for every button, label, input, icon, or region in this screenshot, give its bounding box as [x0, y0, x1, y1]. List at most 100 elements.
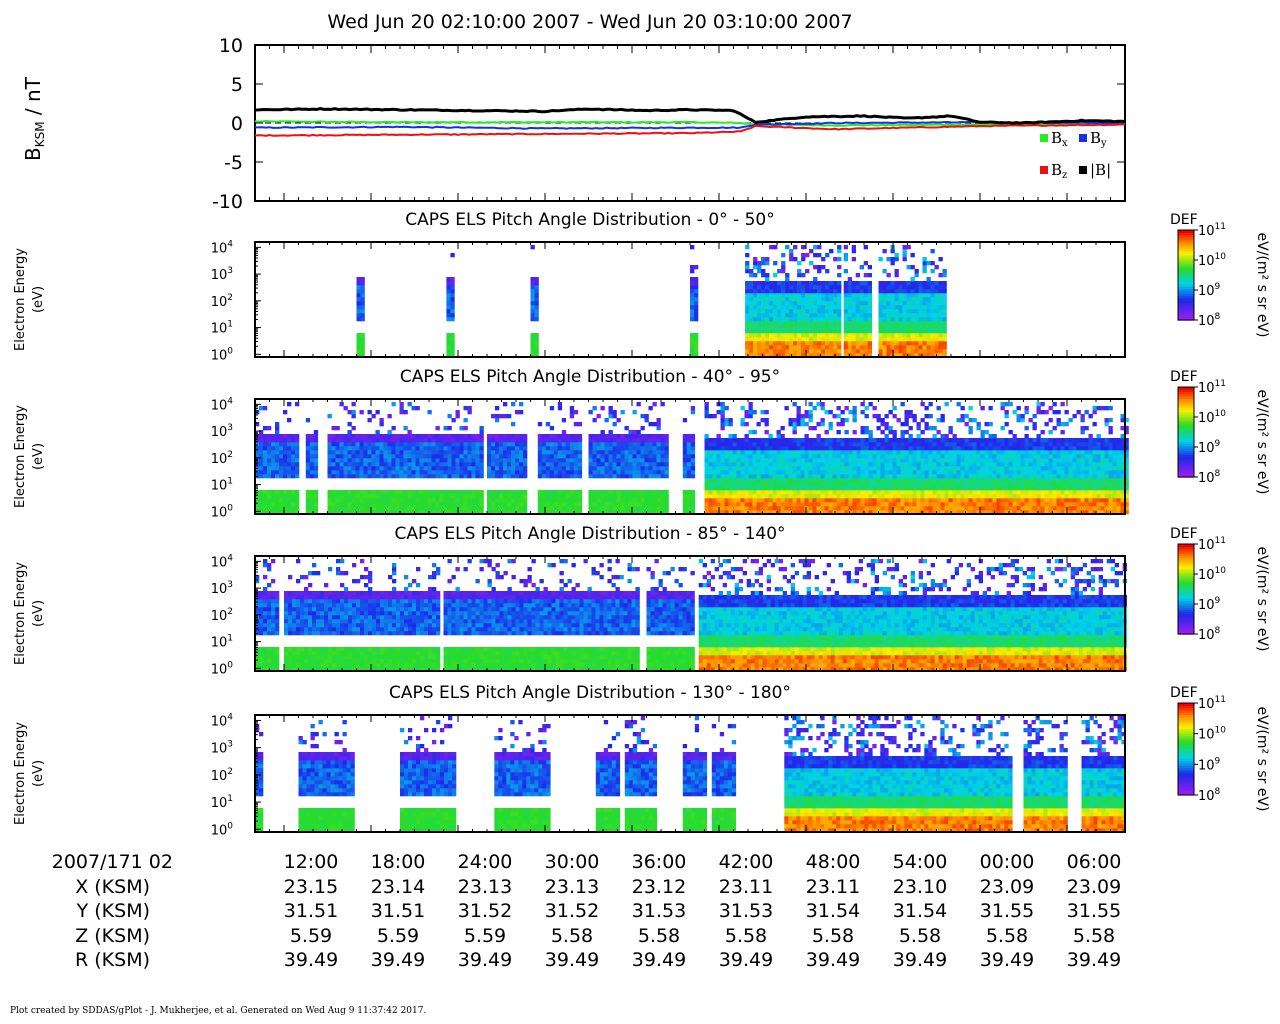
- spectrogram-cell: [487, 474, 492, 479]
- spectrogram-cell: [275, 422, 280, 427]
- spectrogram-cell: [749, 309, 754, 314]
- spectrogram-cell: [624, 470, 629, 475]
- spectrogram-cell: [886, 257, 891, 262]
- spectrogram-cell: [435, 462, 440, 467]
- spectrogram-cell: [648, 438, 653, 443]
- spectrogram-cell: [948, 474, 953, 479]
- spectrogram-cell: [291, 442, 296, 447]
- spectrogram-cell: [708, 470, 713, 475]
- spectrogram-cell: [636, 490, 641, 495]
- spectrogram-cell: [892, 450, 897, 455]
- spectrogram-cell: [784, 502, 789, 507]
- spectrogram-cell: [612, 434, 617, 439]
- spectrogram-cell: [942, 353, 947, 358]
- spectrogram-cell: [855, 341, 860, 346]
- spectrogram-cell: [686, 458, 692, 463]
- spectrogram-cell: [914, 289, 919, 294]
- spectrogram-cell: [608, 434, 613, 439]
- spectrogram-cell: [752, 430, 757, 435]
- spectrogram-cell: [744, 474, 749, 479]
- spectrogram-cell: [843, 349, 848, 354]
- spectrogram-cell: [884, 442, 889, 447]
- spectrogram-cell: [856, 506, 861, 511]
- spectrogram-cell: [896, 438, 901, 443]
- spectrogram-cell: [920, 450, 925, 455]
- spectrogram-cell: [902, 321, 907, 326]
- spectrogram-cell: [415, 434, 420, 439]
- spectrogram-cell: [809, 341, 814, 346]
- spectrogram-cell: [1000, 454, 1005, 459]
- spectrogram-cell: [781, 297, 786, 302]
- spectrogram-cell: [379, 434, 384, 439]
- spectrogram-cell: [988, 486, 993, 491]
- spectrogram-cell: [740, 446, 745, 451]
- spectrogram-cell: [271, 490, 276, 495]
- spectrogram-cell: [656, 506, 661, 511]
- spectrogram-cell: [952, 450, 957, 455]
- spectrogram-cell: [914, 305, 919, 310]
- spectrogram-cell: [471, 466, 476, 471]
- spectrogram-cell: [833, 309, 838, 314]
- spectrogram-cell: [936, 430, 941, 435]
- spectrogram-cell: [612, 446, 617, 451]
- spectrogram-cell: [295, 462, 300, 467]
- spectrogram-cell: [785, 345, 790, 350]
- spectrogram-cell: [760, 458, 765, 463]
- spectrogram-cell: [690, 494, 696, 499]
- spectrogram-cell: [821, 341, 826, 346]
- spectrogram-cell: [936, 502, 941, 507]
- spectrogram-cell: [753, 281, 758, 286]
- spectrogram-cell: [936, 418, 941, 423]
- spectrogram-cell: [263, 510, 268, 515]
- spectrogram-cell: [355, 442, 360, 447]
- spectrogram-cell: [471, 454, 476, 459]
- spectrogram-cell: [471, 462, 476, 467]
- spectrogram-cell: [415, 450, 420, 455]
- spectrogram-cell: [996, 470, 1001, 475]
- spectrogram-cell: [479, 462, 484, 467]
- spectrogram-cell: [411, 438, 416, 443]
- spectrogram-cell: [565, 450, 571, 455]
- spectrogram-cell: [825, 317, 830, 322]
- spectrogram-cell: [855, 349, 860, 354]
- spectrogram-cell: [996, 442, 1001, 447]
- spectrogram-cell: [628, 490, 633, 495]
- spectrogram-cell: [833, 333, 838, 338]
- spectrogram-cell: [360, 281, 365, 286]
- spectrogram-cell: [934, 317, 939, 322]
- spectrogram-cell: [443, 446, 448, 451]
- spectrogram-cell: [878, 257, 883, 262]
- spectrogram-cell: [600, 474, 605, 479]
- spectrogram-cell: [704, 470, 709, 475]
- spectrogram-cell: [600, 494, 605, 499]
- colorbar-cell: [1178, 245, 1194, 249]
- spectrogram-cell: [812, 454, 817, 459]
- spectrogram-cell: [898, 341, 903, 346]
- spectrogram-cell: [549, 462, 555, 467]
- spectrogram-cell: [793, 281, 798, 286]
- spectrogram-cell: [836, 474, 841, 479]
- spectrogram-cell: [455, 438, 460, 443]
- spectrogram-cell: [916, 490, 921, 495]
- spectrogram-cell: [565, 506, 571, 511]
- spectrogram-cell: [541, 454, 547, 459]
- spectrogram-cell: [530, 289, 535, 294]
- spectrogram-cell: [914, 293, 919, 298]
- spectrogram-cell: [960, 414, 965, 419]
- spectrogram-cell: [996, 458, 1001, 463]
- spectrogram-cell: [765, 297, 770, 302]
- spectrogram-cell: [287, 490, 292, 495]
- spectrogram-cell: [263, 406, 268, 411]
- spectrogram-cell: [829, 289, 834, 294]
- spectrogram-cell: [926, 337, 931, 342]
- spectrogram-cell: [732, 450, 737, 455]
- spectrogram-cell: [792, 450, 797, 455]
- spectrogram-cell: [487, 462, 492, 467]
- spectrogram-cell: [313, 434, 319, 439]
- spectrogram-cell: [263, 458, 268, 463]
- spectrogram-cell: [924, 450, 929, 455]
- spectrogram-cell: [744, 478, 749, 483]
- spectrogram-cell: [712, 462, 717, 467]
- spectrogram-cell: [704, 510, 709, 515]
- spectrogram-cell: [796, 498, 801, 503]
